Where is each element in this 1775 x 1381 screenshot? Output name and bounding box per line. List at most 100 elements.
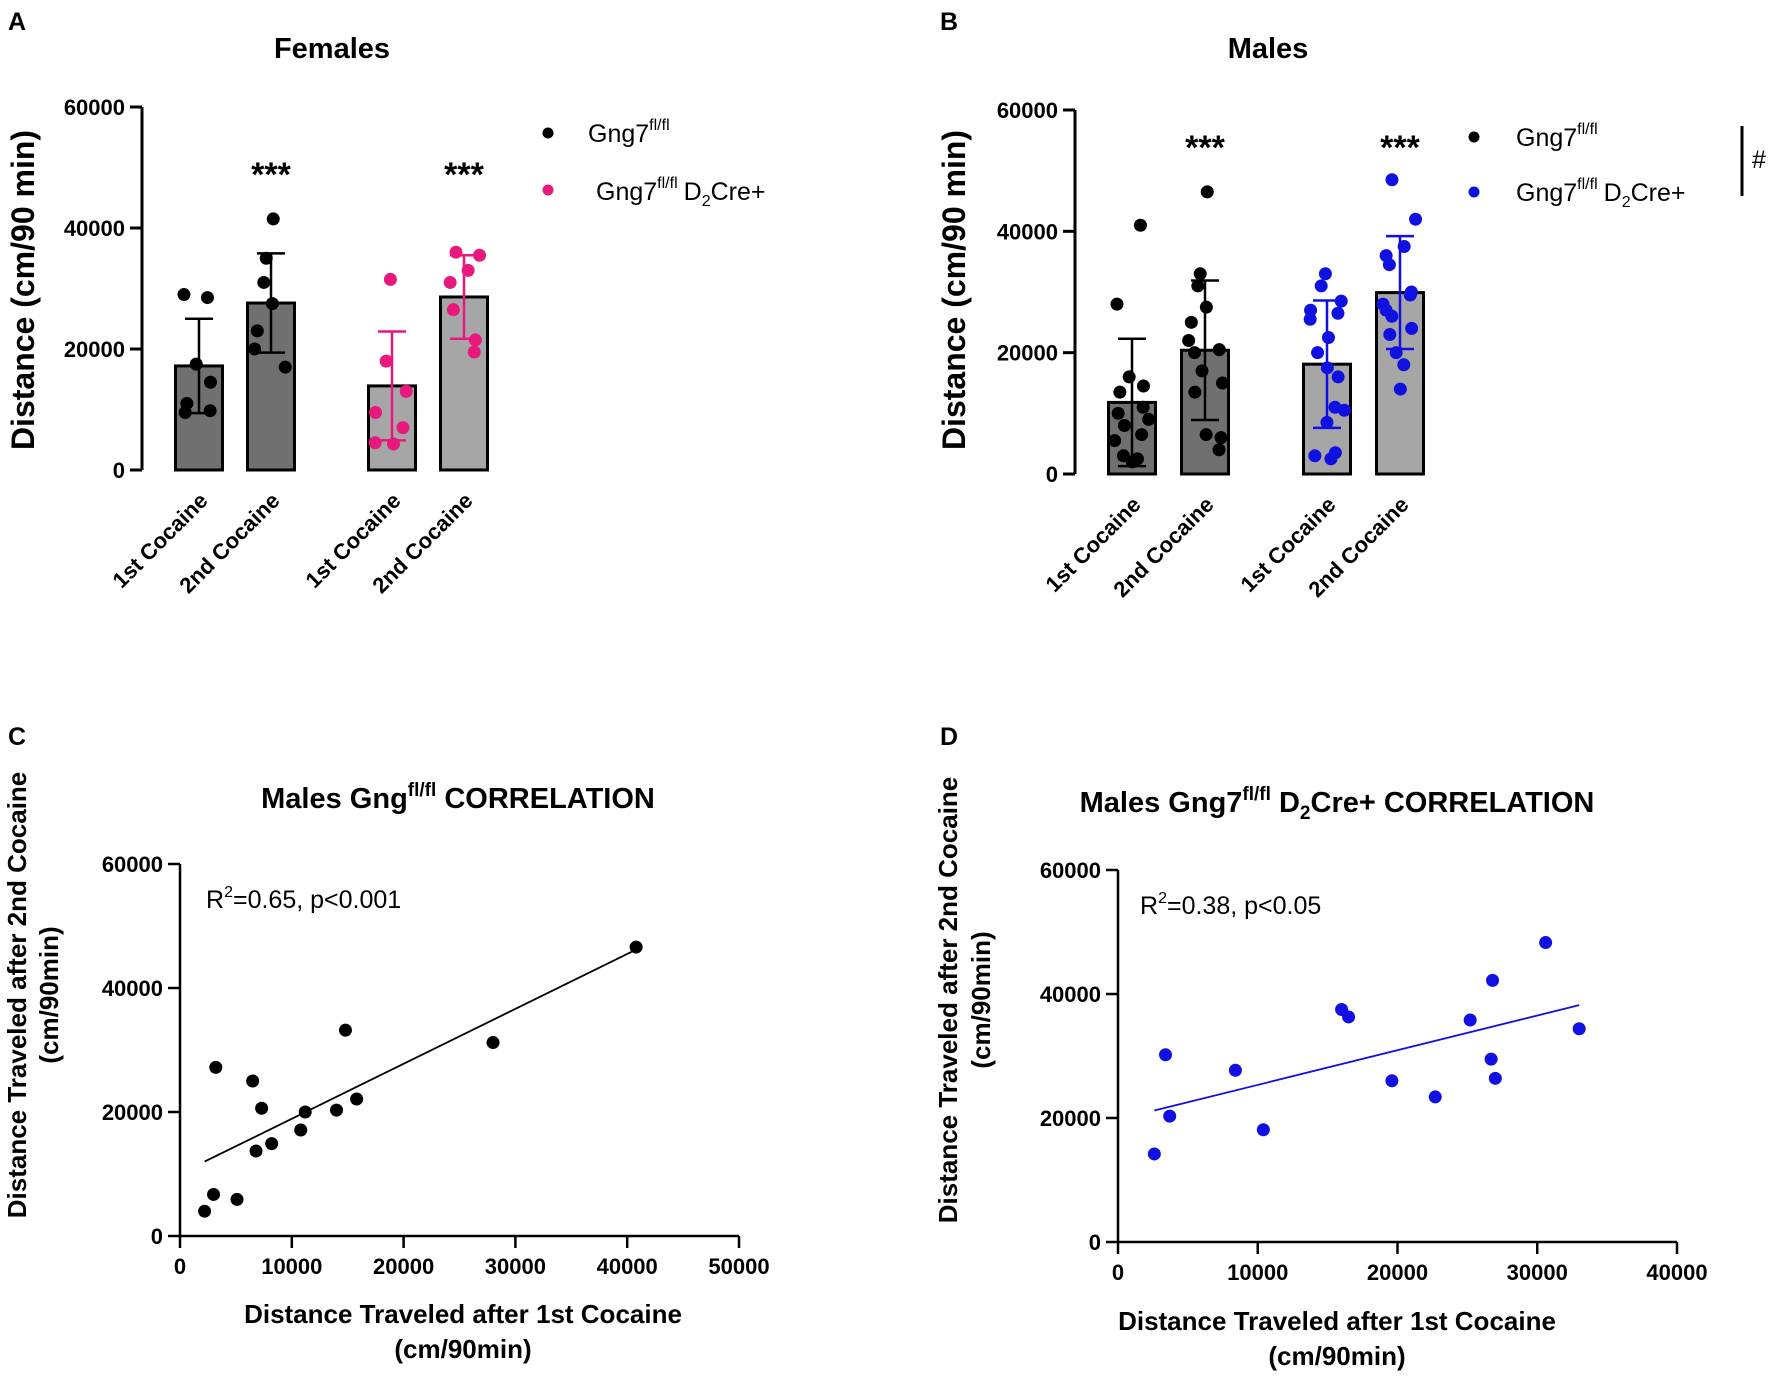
legend-marker-gng7-b: [1468, 131, 1480, 143]
x-axis-label-c: Distance Traveled after 1st Cocaine: [244, 1299, 682, 1329]
data-point: [1214, 431, 1228, 445]
data-point: [266, 212, 280, 226]
regression-line: [1154, 1004, 1580, 1112]
data-point: [1308, 449, 1322, 463]
significance-stars: ***: [1185, 129, 1225, 167]
data-point: [1572, 1022, 1586, 1036]
x-axis-label-d: Distance Traveled after 1st Cocaine: [1118, 1306, 1556, 1336]
panel-letter-b: B: [940, 8, 958, 36]
legend-b: Gng7fl/fl Gng7fl/fl D2Cre+ #: [1468, 121, 1766, 211]
y-tick-label: 20000: [102, 1100, 163, 1125]
data-point: [486, 1036, 500, 1050]
data-point: [248, 342, 262, 356]
panel-letter-a: A: [8, 8, 26, 36]
data-point: [1111, 406, 1125, 420]
y-tick-label: 0: [1089, 1230, 1101, 1255]
y-tick-label: 20000: [64, 337, 125, 362]
data-point: [1200, 185, 1214, 199]
x-tick-label: 40000: [597, 1254, 658, 1279]
data-point: [1191, 279, 1205, 293]
data-point: [1321, 331, 1335, 344]
x-tick-label: 40000: [1646, 1260, 1707, 1285]
data-point: [1136, 379, 1150, 393]
data-point: [189, 357, 203, 371]
data-point: [1334, 294, 1348, 308]
data-point: [446, 303, 460, 317]
legend-flfl-sup: fl/fl: [657, 175, 677, 192]
panel-b: B Males Distance (cm/90 min) 0 20000 40000…: [936, 8, 1766, 602]
data-point: [1409, 212, 1423, 226]
annotation-d: R2=0.38, p<0.05: [1140, 890, 1321, 920]
data-point: [1122, 370, 1136, 384]
data-point: [1193, 267, 1207, 281]
data-point: [1385, 309, 1399, 323]
title-d-sub: 2: [1300, 803, 1311, 824]
data-point: [294, 1123, 308, 1137]
legend-marker-gng7-a: [542, 127, 554, 139]
legend-sub2: 2: [702, 193, 711, 210]
data-point: [249, 1144, 263, 1158]
significance-stars: ***: [1380, 129, 1420, 167]
y-tick-label: 40000: [997, 219, 1058, 244]
data-point: [399, 384, 413, 398]
data-point: [1383, 327, 1397, 341]
data-point: [203, 375, 217, 389]
x-tick-label: 0: [1112, 1260, 1124, 1285]
significance-hash-b: #: [1752, 146, 1766, 174]
y-tick-label: 60000: [102, 852, 163, 877]
chart-title-c: Males Gngfl/fl CORRELATION: [261, 780, 655, 815]
data-point: [209, 1060, 223, 1074]
data-point: [265, 1137, 279, 1151]
data-point: [1428, 1090, 1442, 1104]
x-tick-label: 10000: [261, 1254, 322, 1279]
panel-d: D Males Gng7fl/fl D2Cre+ CORRELATION Dis…: [933, 723, 1708, 1371]
data-point: [250, 324, 264, 338]
y-axis-label-c: Distance Traveled after 2nd Cocaine: [2, 772, 32, 1219]
data-point: [177, 288, 191, 302]
annotation-c: R2=0.65, p<0.001: [206, 884, 401, 914]
y-tick-label: 60000: [64, 95, 125, 120]
data-point: [1331, 370, 1345, 384]
panel-letter-d: D: [940, 723, 958, 751]
data-point: [1188, 385, 1202, 399]
data-point: [629, 940, 643, 954]
legend-flfl-sup: fl/fl: [1577, 176, 1597, 193]
chart-title-d: Males Gng7fl/fl D2Cre+ CORRELATION: [1080, 784, 1595, 824]
x-tick-label: 0: [174, 1254, 186, 1279]
data-point: [178, 406, 192, 420]
data-point: [330, 1103, 344, 1117]
data-point: [1337, 403, 1351, 417]
data-point: [200, 291, 214, 305]
regression-line: [204, 948, 637, 1163]
data-point: [1125, 455, 1139, 469]
data-point: [1486, 973, 1500, 987]
data-point: [1147, 1147, 1161, 1161]
legend-gng7-text: Gng7: [1516, 179, 1577, 207]
y-tick-label: 40000: [1040, 982, 1101, 1007]
data-point: [1108, 434, 1122, 448]
data-point: [1135, 428, 1149, 442]
data-point: [1215, 376, 1229, 390]
data-point: [298, 1105, 312, 1119]
data-point: [278, 360, 292, 374]
x-tick-label: 20000: [1367, 1260, 1428, 1285]
panel-letter-c: C: [8, 723, 26, 751]
significance-stars: ***: [444, 156, 484, 194]
data-point: [230, 1192, 244, 1206]
legend-label-gng7-a: Gng7fl/fl: [588, 117, 670, 148]
data-point: [467, 345, 481, 359]
annot-d-sup: 2: [1158, 890, 1167, 907]
title-d-rest: Cre+ CORRELATION: [1311, 787, 1595, 819]
data-point: [246, 1074, 260, 1088]
chart-title-b: Males: [1228, 33, 1309, 65]
title-c-sup: fl/fl: [408, 780, 437, 801]
panel-a: A Females Distance (cm/90 min) 0 20000 400…: [5, 8, 765, 598]
data-point: [1342, 1010, 1356, 1024]
data-point: [207, 1187, 221, 1201]
y-tick-label: 40000: [102, 976, 163, 1001]
data-point: [1212, 343, 1226, 357]
data-point: [265, 297, 279, 311]
data-point: [369, 406, 383, 420]
title-c-main: Males Gng: [261, 783, 408, 815]
